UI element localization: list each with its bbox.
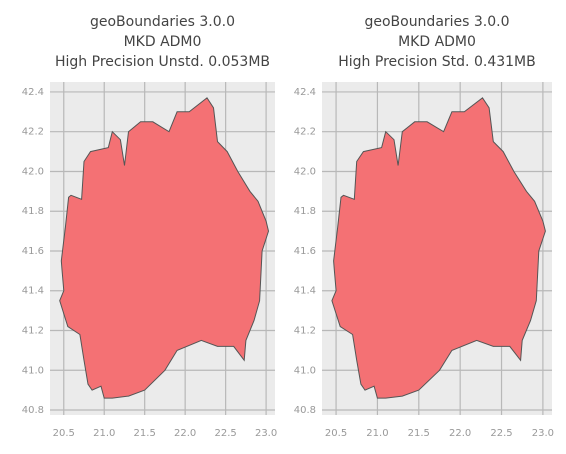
y-tick-label: 42.4 xyxy=(294,87,316,98)
country-shape xyxy=(331,97,546,399)
x-tick-label: 22.5 xyxy=(214,428,236,439)
y-tick-label: 41.0 xyxy=(294,365,316,376)
x-tick-label: 22.5 xyxy=(490,428,512,439)
x-tick-label: 20.5 xyxy=(325,428,347,439)
y-tick-label: 40.8 xyxy=(22,405,44,416)
x-tick-label: 21.0 xyxy=(93,428,115,439)
y-tick-label: 41.6 xyxy=(294,246,316,257)
y-tick-label: 42.0 xyxy=(294,166,316,177)
y-tick-label: 41.8 xyxy=(22,206,44,217)
y-tick-label: 41.4 xyxy=(294,286,316,297)
y-tick-label: 42.4 xyxy=(22,87,44,98)
y-tick-label: 42.2 xyxy=(22,127,44,138)
chart-title: MKD ADM0 xyxy=(124,34,202,50)
chart-title: geoBoundaries 3.0.0 xyxy=(364,14,509,30)
y-tick-label: 41.8 xyxy=(294,206,316,217)
y-tick-label: 41.2 xyxy=(22,326,44,337)
country-shape xyxy=(59,97,270,399)
y-tick-label: 40.8 xyxy=(294,405,316,416)
chart-title: geoBoundaries 3.0.0 xyxy=(90,14,235,30)
x-tick-label: 21.5 xyxy=(134,428,156,439)
x-tick-label: 23.0 xyxy=(532,428,554,439)
y-tick-label: 41.4 xyxy=(22,286,44,297)
x-tick-label: 22.0 xyxy=(174,428,196,439)
x-tick-label: 20.5 xyxy=(53,428,75,439)
y-tick-label: 42.0 xyxy=(22,166,44,177)
x-tick-label: 23.0 xyxy=(255,428,277,439)
x-tick-label: 21.0 xyxy=(366,428,388,439)
y-tick-label: 41.2 xyxy=(294,326,316,337)
y-tick-label: 41.6 xyxy=(22,246,44,257)
chart-title: MKD ADM0 xyxy=(398,34,476,50)
y-tick-label: 41.0 xyxy=(22,365,44,376)
chart-title: High Precision Std. 0.431MB xyxy=(338,54,535,70)
x-tick-label: 21.5 xyxy=(408,428,430,439)
y-tick-label: 42.2 xyxy=(294,127,316,138)
chart-title: High Precision Unstd. 0.053MB xyxy=(55,54,270,70)
x-tick-label: 22.0 xyxy=(449,428,471,439)
